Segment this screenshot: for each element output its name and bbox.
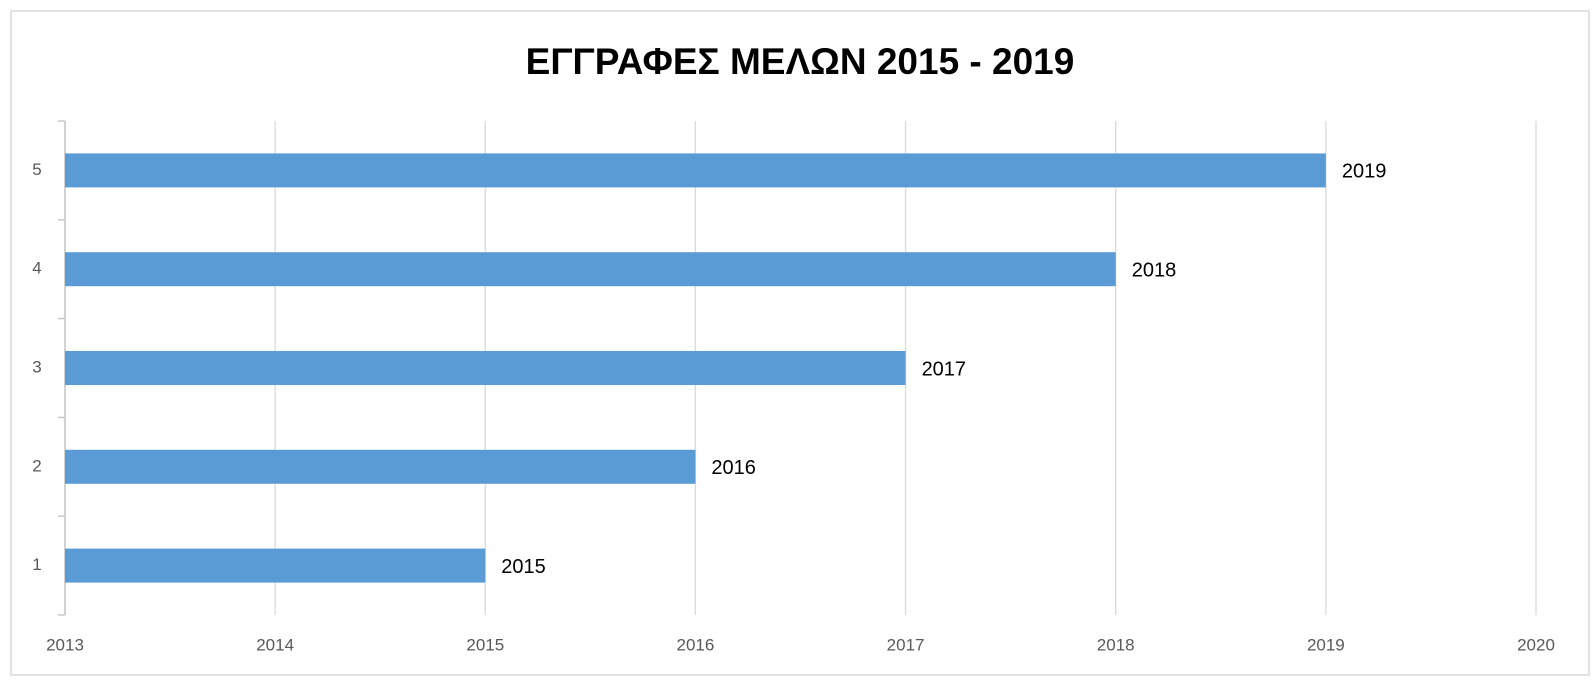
bar — [65, 449, 696, 484]
chart-title: ΕΓΓΡΑΦΕΣ ΜΕΛΩΝ 2015 - 2019 — [526, 41, 1075, 82]
x-tick-label: 2019 — [1307, 635, 1345, 654]
x-tick-label: 2020 — [1517, 635, 1555, 654]
data-label: 2019 — [1342, 161, 1387, 183]
bar — [65, 548, 486, 583]
x-tick-label: 2014 — [256, 635, 294, 654]
data-label: 2017 — [922, 358, 967, 380]
bar — [65, 351, 906, 385]
x-tick-label: 2017 — [887, 635, 925, 654]
data-label: 2016 — [711, 457, 756, 479]
bar — [65, 153, 1326, 188]
y-tick-label: 1 — [32, 555, 41, 574]
x-tick-label: 2016 — [677, 635, 715, 654]
x-tick-label: 2013 — [46, 635, 84, 654]
x-tick-label: 2018 — [1097, 635, 1135, 654]
y-tick-label: 2 — [32, 456, 41, 475]
y-tick-label: 4 — [32, 259, 41, 278]
y-tick-label: 3 — [32, 357, 41, 376]
x-tick-label: 2015 — [466, 635, 504, 654]
bar — [65, 252, 1116, 287]
data-label: 2018 — [1132, 259, 1177, 281]
data-label: 2015 — [501, 556, 546, 578]
y-tick-label: 5 — [32, 160, 41, 179]
